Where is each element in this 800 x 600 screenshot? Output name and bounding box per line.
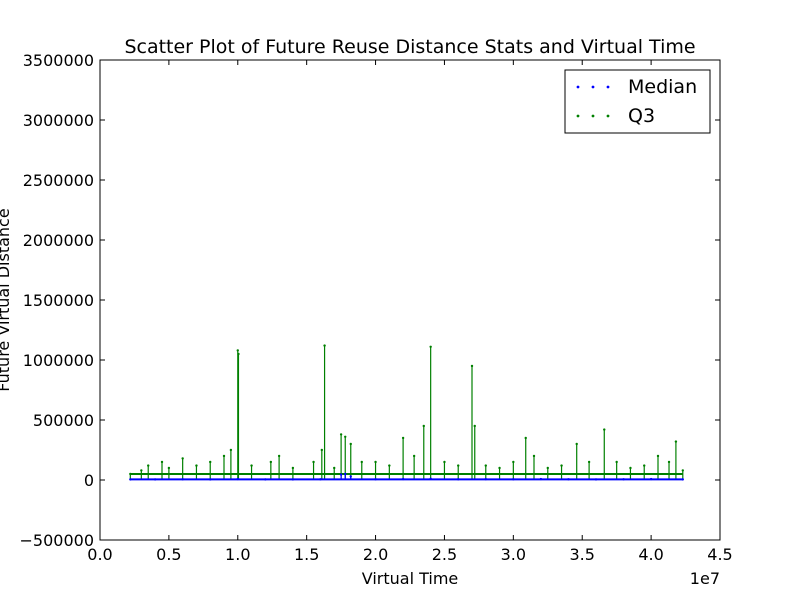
q3-marker [674,440,678,443]
legend-dot [591,85,595,89]
x-offset-label: 1e7 [690,569,720,588]
q3-marker [236,349,239,352]
q3-marker [546,466,549,470]
q3-marker [560,464,563,467]
q3-marker [312,460,315,464]
x-tick-label: 4.5 [707,545,732,564]
q3-marker [320,448,324,452]
q3-marker [643,464,646,467]
y-tick-label: 1500000 [23,291,94,310]
q3-marker [160,460,164,464]
q3-marker [229,448,233,452]
q3-marker [167,466,171,470]
q3-marker [291,466,295,470]
y-tick-label: 2000000 [23,231,94,250]
q3-marker [587,460,591,464]
legend-dot [606,85,610,89]
q3-marker [473,424,476,428]
q3-marker [629,466,632,470]
x-tick-label: 2.5 [432,545,457,564]
x-tick-label: 2.0 [363,545,388,564]
q3-marker [443,460,446,464]
q3-marker [339,433,343,436]
q3-series [129,344,684,480]
q3-marker [349,442,352,446]
x-tick-label: 1.0 [225,545,250,564]
q3-marker [401,436,405,440]
q3-marker [374,460,377,464]
q3-marker [181,457,184,460]
q3-marker [222,454,226,458]
q3-marker [250,464,253,467]
q3-marker [603,428,606,431]
legend-box [564,69,711,134]
q3-marker [512,460,515,464]
q3-marker [388,464,391,467]
x-tick-label: 1.5 [294,545,319,564]
q3-marker [412,454,416,458]
q3-marker [532,454,536,458]
y-axis: −500000 0 500000 1000000 1500000 2000000 25000… [20,51,720,550]
x-tick-label: 3.5 [569,545,594,564]
chart-title: Scatter Plot of Future Reuse Distance St… [124,36,695,58]
y-tick-label: 3500000 [23,51,94,70]
legend-swatch-q3 [576,114,610,118]
q3-marker [457,464,460,467]
y-tick-label: 0 [84,471,94,490]
legend-dot [606,114,610,118]
q3-marker [209,460,212,464]
q3-marker [524,436,527,440]
q3-marker [269,460,273,464]
q3-marker [237,352,240,356]
q3-marker [615,460,618,464]
y-tick-label: −500000 [20,531,94,550]
q3-marker [422,424,425,428]
q3-marker [575,442,578,446]
legend-label-q3: Q3 [628,105,655,127]
legend-swatch-median [576,85,610,89]
x-tick-label: 3.0 [501,545,526,564]
y-tick-label: 2500000 [23,171,94,190]
q3-marker [656,454,660,458]
legend-dot [576,85,580,89]
q3-marker [360,460,363,464]
q3-marker [667,460,671,464]
x-tick-label: 0.5 [156,545,181,564]
legend: Median Q3 [564,69,711,134]
median-series [129,472,684,481]
q3-marker [470,364,474,368]
x-tick-label: 4.0 [638,545,663,564]
y-tick-label: 1000000 [23,351,94,370]
x-tick-label: 0.0 [87,545,112,564]
legend-label-median: Median [628,76,697,98]
q3-marker [681,469,684,472]
q3-marker [429,345,432,348]
y-axis-title: Future Virtual Distance [0,208,13,391]
q3-marker [498,466,501,470]
x-axis: 0.0 0.5 1.0 1.5 2.0 2.5 3.0 3.5 4.0 4.5 [87,60,733,564]
q3-marker [323,344,326,347]
q3-marker [195,464,198,467]
q3-marker [147,464,150,467]
q3-marker [333,466,336,470]
median-marker [339,473,343,476]
y-tick-label: 3000000 [23,111,94,130]
x-axis-title: Virtual Time [362,569,459,588]
y-tick-label: 500000 [33,411,94,430]
median-marker [349,475,352,478]
q3-marker [140,469,143,472]
q3-marker [344,435,347,438]
median-marker [344,472,347,476]
q3-marker [277,454,281,458]
q3-marker [484,464,487,467]
legend-dot [591,114,595,118]
legend-dot [576,114,580,118]
